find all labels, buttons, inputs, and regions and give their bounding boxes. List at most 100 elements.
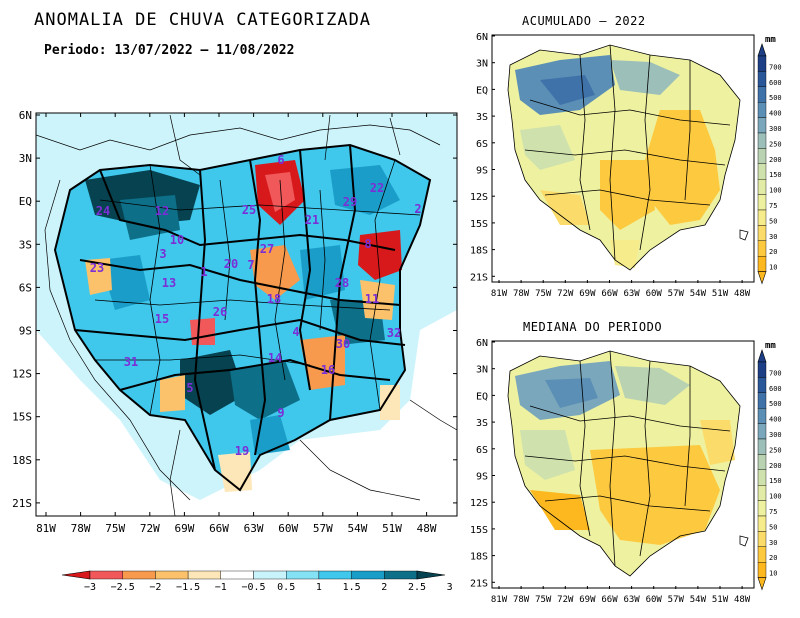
- small-lat-label: 12S: [470, 192, 488, 203]
- mm-bar-label: 200: [769, 156, 782, 164]
- basin-number-label: 3: [159, 247, 166, 261]
- lat-label: 9S: [19, 325, 32, 338]
- small-lon-label: 78W: [513, 289, 530, 299]
- mm-bar-label: 400: [769, 416, 782, 424]
- basin-number-label: 29: [343, 195, 357, 209]
- small-lon-label: 48W: [734, 289, 751, 299]
- lon-label: 81W: [36, 522, 56, 535]
- anomaly-bar-label: 1: [316, 582, 322, 593]
- basin-number-label: 14: [268, 351, 282, 365]
- basin-number-label: 15: [155, 312, 169, 326]
- small-lat-label: 6S: [476, 139, 488, 150]
- small-lat-label: 15S: [470, 525, 488, 536]
- main-title: ANOMALIA DE CHUVA CATEGORIZADA: [34, 10, 372, 30]
- basin-number-label: 6: [277, 153, 284, 167]
- basin-number-label: 10: [170, 233, 184, 247]
- anomaly-bar-cap: [61, 570, 91, 580]
- small-lon-label: 57W: [668, 595, 685, 605]
- lon-label: 78W: [71, 522, 91, 535]
- mm-bar-label: 300: [769, 431, 782, 439]
- anomaly-bar-segment: [286, 570, 320, 580]
- lon-label: 51W: [382, 522, 402, 535]
- basin-number-label: 30: [336, 337, 350, 351]
- small-lon-label: 75W: [535, 595, 552, 605]
- mm-bar-cap: [757, 577, 767, 591]
- small-lat-label: 3N: [476, 365, 488, 376]
- mm-unit-label: mm: [765, 35, 776, 45]
- lat-label: 6N: [19, 109, 32, 122]
- basin-number-label: 26: [213, 305, 227, 319]
- mm-bar-label: 400: [769, 110, 782, 118]
- small-lon-label: 48W: [734, 595, 751, 605]
- small-lat-label: 6S: [476, 445, 488, 456]
- basin-number-label: 13: [162, 276, 176, 290]
- mm-bar-label: 20: [769, 248, 777, 256]
- basin-number-label: 24: [96, 204, 110, 218]
- mm-bar-label: 500: [769, 400, 782, 408]
- small-lon-label: 66W: [601, 289, 618, 299]
- period-subtitle: Periodo: 13/07/2022 — 11/08/2022: [44, 43, 295, 58]
- mm-bar-label: 100: [769, 493, 782, 501]
- basin-number-label: 20: [224, 257, 238, 271]
- basin-number-label: 23: [90, 261, 104, 275]
- lon-label: 57W: [313, 522, 333, 535]
- small-lon-label: 63W: [623, 289, 640, 299]
- mm-bar-label: 100: [769, 187, 782, 195]
- small-lat-label: 18S: [470, 552, 488, 563]
- basin-number-label: 8: [364, 237, 371, 251]
- small-lon-label: 54W: [690, 289, 707, 299]
- small-lat-label: 12S: [470, 498, 488, 509]
- mm-unit-label: mm: [765, 341, 776, 351]
- small-lon-label: 75W: [535, 289, 552, 299]
- mm-bar-label: 10: [769, 264, 777, 272]
- small-lat-label: 3S: [476, 418, 488, 429]
- mm-bar-cap: [757, 271, 767, 285]
- anomaly-bar-label: −2: [149, 582, 161, 593]
- basin-number-label: 2: [414, 202, 421, 216]
- anomaly-bar-segment: [351, 570, 385, 580]
- mm-bar-label: 10: [769, 570, 777, 578]
- anomaly-bar-segment: [155, 570, 189, 580]
- anomaly-bar-label: 2: [381, 582, 387, 593]
- small-lon-label: 69W: [579, 289, 596, 299]
- basin-number-label: 27: [260, 242, 274, 256]
- small-lon-label: 57W: [668, 289, 685, 299]
- lat-label: 3N: [19, 152, 32, 165]
- small-lon-label: 54W: [690, 595, 707, 605]
- basin-number-label: 32: [387, 326, 401, 340]
- small-lon-label: 63W: [623, 595, 640, 605]
- small-lon-label: 78W: [513, 595, 530, 605]
- mm-bar-label: 500: [769, 94, 782, 102]
- basin-number-label: 9: [277, 406, 284, 420]
- basin-number-label: 25: [242, 203, 256, 217]
- small-lat-label: 6N: [476, 338, 488, 349]
- small-lon-label: 66W: [601, 595, 618, 605]
- small-lat-label: 6N: [476, 32, 488, 43]
- small-lon-label: 69W: [579, 595, 596, 605]
- anomaly-bar-label: 1.5: [343, 582, 361, 593]
- small-lat-label: EQ: [476, 85, 488, 96]
- small-lat-label: 21S: [470, 578, 488, 589]
- anomaly-bar-segment: [318, 570, 352, 580]
- lon-label: 63W: [244, 522, 264, 535]
- lon-label: 54W: [347, 522, 367, 535]
- basin-number-label: 16: [321, 363, 335, 377]
- basin-number-label: 5: [186, 381, 193, 395]
- anomaly-bar-segment: [253, 570, 287, 580]
- small-lat-label: 9S: [476, 472, 488, 483]
- anomaly-bar-cap: [416, 570, 446, 580]
- anomaly-bar-segment: [122, 570, 156, 580]
- anomaly-bar-label: −1.5: [176, 582, 200, 593]
- anomaly-bar-segment: [384, 570, 418, 580]
- small-lat-label: 18S: [470, 246, 488, 257]
- lon-label: 72W: [140, 522, 160, 535]
- lat-label: 12S: [12, 368, 32, 381]
- anomaly-bar-label: −3: [84, 582, 96, 593]
- small-lat-label: EQ: [476, 391, 488, 402]
- basin-number-label: 31: [124, 355, 138, 369]
- basin-number-label: 22: [370, 181, 384, 195]
- small-lat-label: 15S: [470, 219, 488, 230]
- mm-bar-label: 250: [769, 140, 782, 148]
